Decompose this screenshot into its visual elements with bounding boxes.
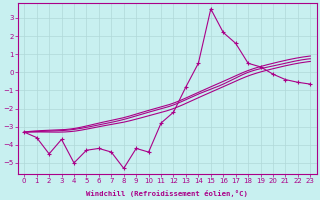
X-axis label: Windchill (Refroidissement éolien,°C): Windchill (Refroidissement éolien,°C) (86, 190, 248, 197)
